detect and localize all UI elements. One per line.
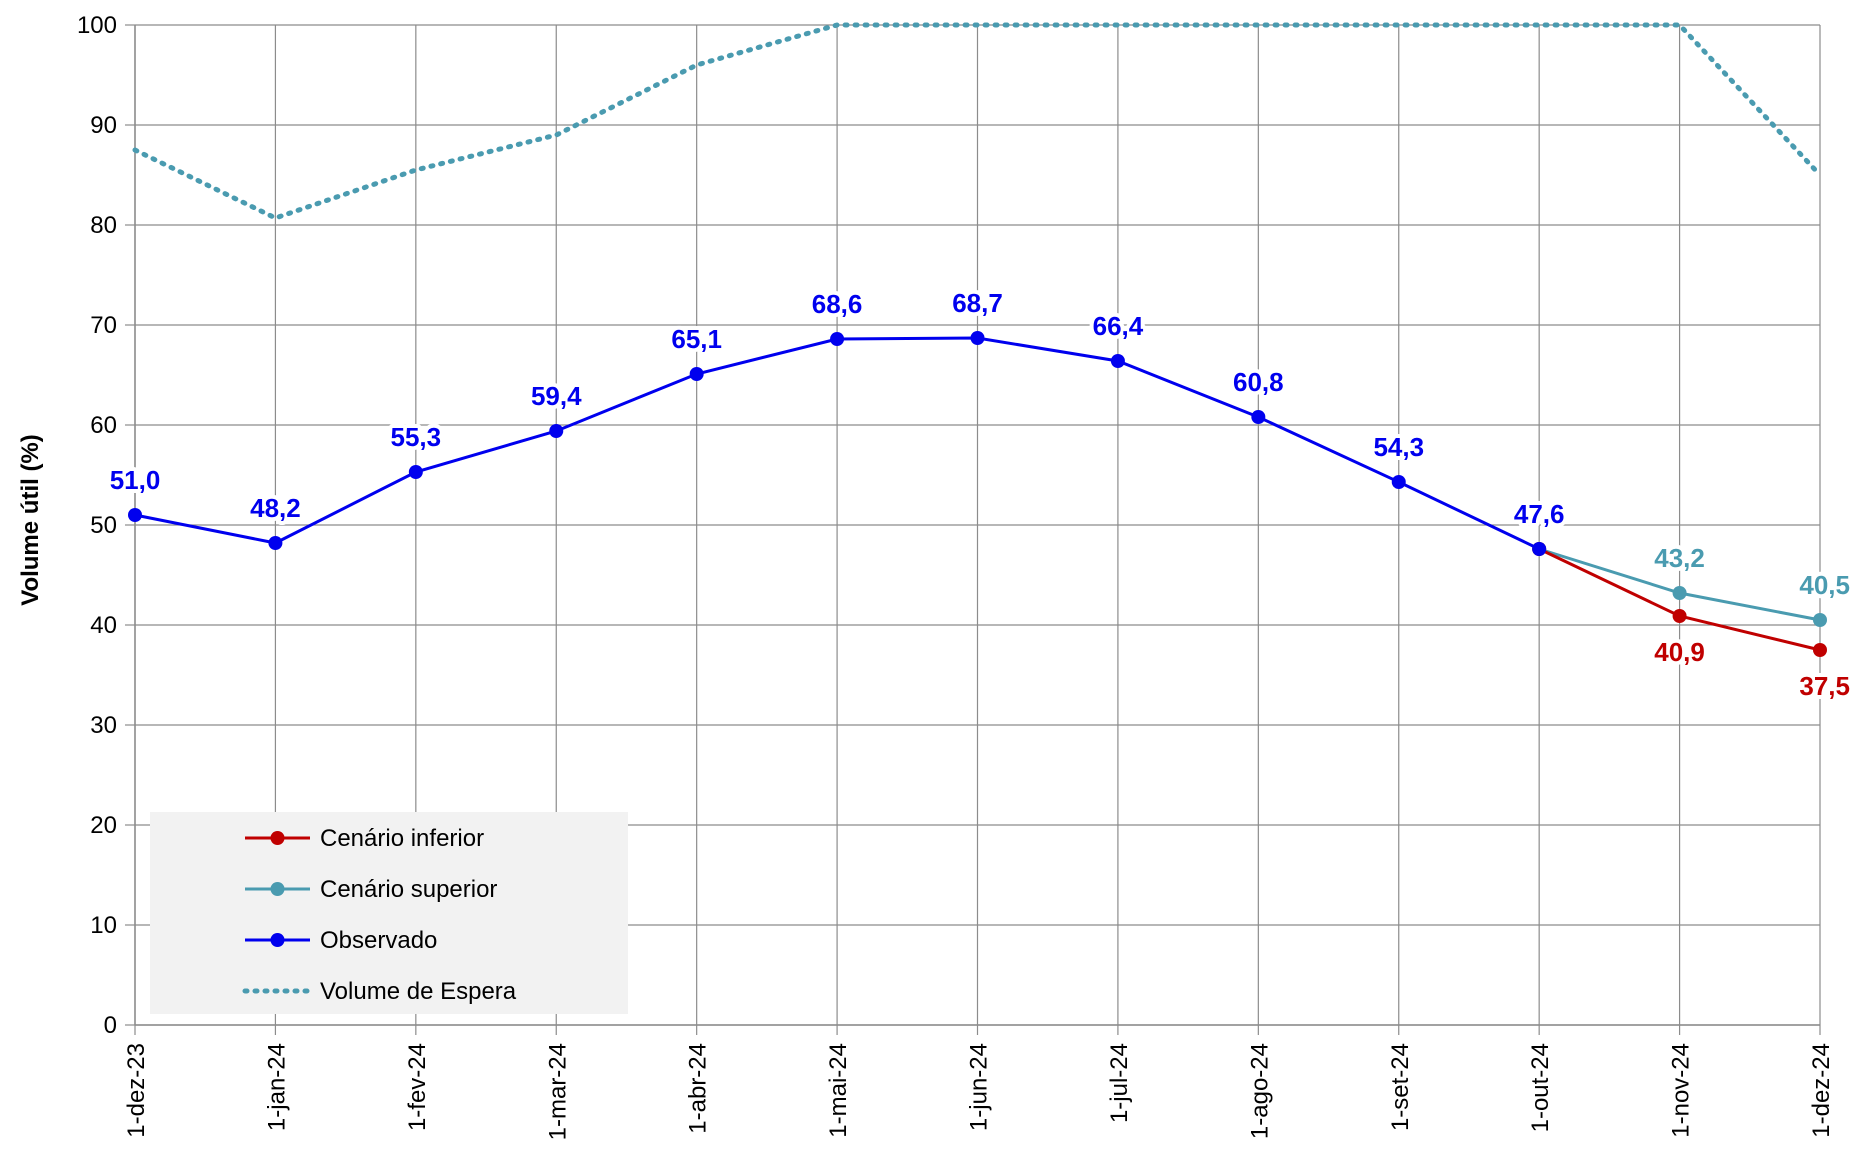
data-label-halo: 54,3: [1373, 432, 1424, 462]
legend: Cenário inferior Cenário superior Observad…: [150, 812, 628, 1014]
data-point-observado: [1251, 410, 1266, 424]
y-axis: 0 10 20 30 40 50 60 70 80 90 100: [77, 12, 135, 1039]
y-tick-label: 0: [104, 1012, 117, 1039]
y-tick-label: 80: [90, 212, 117, 239]
x-tick-label: 1-mar-24: [544, 1043, 571, 1140]
x-tick-label: 1-abr-24: [685, 1043, 712, 1134]
data-label: 59,4: [531, 381, 582, 411]
legend-label: Cenário inferior: [320, 825, 484, 852]
data-label: 54,3: [1373, 432, 1424, 462]
x-tick-label: 1-fev-24: [404, 1043, 431, 1131]
data-labels: 40,940,937,537,543,243,240,540,551,051,0…: [106, 284, 1854, 705]
data-point-observado: [128, 508, 142, 522]
data-label-halo: 60,8: [1233, 367, 1284, 397]
y-tick-label: 70: [90, 312, 117, 339]
data-point-observado: [408, 465, 423, 479]
data-label-halo: 51,0: [110, 465, 161, 495]
data-point-cenario-superior: [1813, 613, 1827, 627]
data-label-halo: 40,5: [1799, 570, 1850, 600]
x-tick-label: 1-set-24: [1387, 1043, 1414, 1131]
x-tick-label: 1-jun-24: [966, 1043, 993, 1131]
y-tick-label: 100: [77, 12, 117, 39]
data-label-halo: 59,4: [531, 381, 582, 411]
y-axis-label: Volume útil (%): [17, 434, 44, 606]
x-tick-label: 1-out-24: [1527, 1043, 1554, 1132]
x-tick-label: 1-dez-24: [1808, 1043, 1835, 1138]
data-point-observado: [970, 331, 985, 345]
data-label-halo: 40,9: [1654, 637, 1705, 667]
data-point-observado: [549, 424, 564, 438]
x-tick-label: 1-jul-24: [1106, 1043, 1133, 1123]
data-point-observado: [1110, 354, 1125, 368]
series-line-volume-de-espera: [132, 22, 1823, 221]
legend-marker: [270, 831, 285, 845]
data-label: 51,0: [110, 465, 161, 495]
data-label-halo: 55,3: [391, 422, 442, 452]
data-label-halo: 47,6: [1514, 499, 1565, 529]
data-point-cenario-inferior: [1672, 609, 1687, 623]
data-label: 55,3: [391, 422, 442, 452]
x-axis: 1-dez-23 1-jan-24 1-fev-24 1-mar-24 1-abr-24…: [123, 1025, 1835, 1140]
data-point-observado: [1391, 475, 1406, 489]
legend-label: Volume de Espera: [320, 978, 517, 1005]
data-label-halo: 68,6: [812, 289, 863, 319]
data-label: 40,9: [1654, 637, 1705, 667]
legend-label: Cenário superior: [320, 876, 497, 903]
legend-label: Observado: [320, 927, 437, 954]
data-label-halo: 65,1: [671, 324, 722, 354]
data-label: 40,5: [1799, 570, 1850, 600]
data-label: 60,8: [1233, 367, 1284, 397]
data-point-cenario-superior: [1672, 586, 1687, 600]
data-label: 65,1: [671, 324, 722, 354]
x-tick-label: 1-mai-24: [825, 1043, 852, 1138]
y-tick-label: 10: [90, 912, 117, 939]
data-label-halo: 68,7: [952, 288, 1003, 318]
x-tick-label: 1-ago-24: [1246, 1043, 1273, 1139]
data-label: 68,6: [812, 289, 863, 319]
data-label: 68,7: [952, 288, 1003, 318]
data-label: 47,6: [1514, 499, 1565, 529]
series-layer: [128, 22, 1827, 657]
data-point-cenario-inferior: [1813, 643, 1827, 657]
legend-marker: [270, 882, 285, 896]
data-label: 66,4: [1093, 311, 1144, 341]
data-label: 48,2: [250, 493, 301, 523]
y-tick-label: 30: [90, 712, 117, 739]
x-tick-label: 1-jan-24: [263, 1043, 290, 1131]
data-label-halo: 48,2: [250, 493, 301, 523]
data-point-observado: [268, 536, 283, 550]
legend-box: [150, 812, 628, 1014]
legend-marker: [270, 933, 285, 947]
data-point-observado: [830, 332, 845, 346]
y-tick-label: 20: [90, 812, 117, 839]
x-tick-label: 1-nov-24: [1668, 1043, 1695, 1138]
data-label-halo: 66,4: [1093, 311, 1144, 341]
data-point-observado: [1532, 542, 1547, 556]
data-label: 37,5: [1799, 671, 1850, 701]
y-tick-label: 40: [90, 612, 117, 639]
data-label-halo: 43,2: [1654, 543, 1705, 573]
y-tick-label: 60: [90, 412, 117, 439]
data-point-observado: [689, 367, 704, 381]
data-label: 43,2: [1654, 543, 1705, 573]
x-tick-label: 1-dez-23: [123, 1043, 150, 1138]
y-tick-label: 90: [90, 112, 117, 139]
y-tick-label: 50: [90, 512, 117, 539]
data-label-halo: 37,5: [1799, 671, 1850, 701]
